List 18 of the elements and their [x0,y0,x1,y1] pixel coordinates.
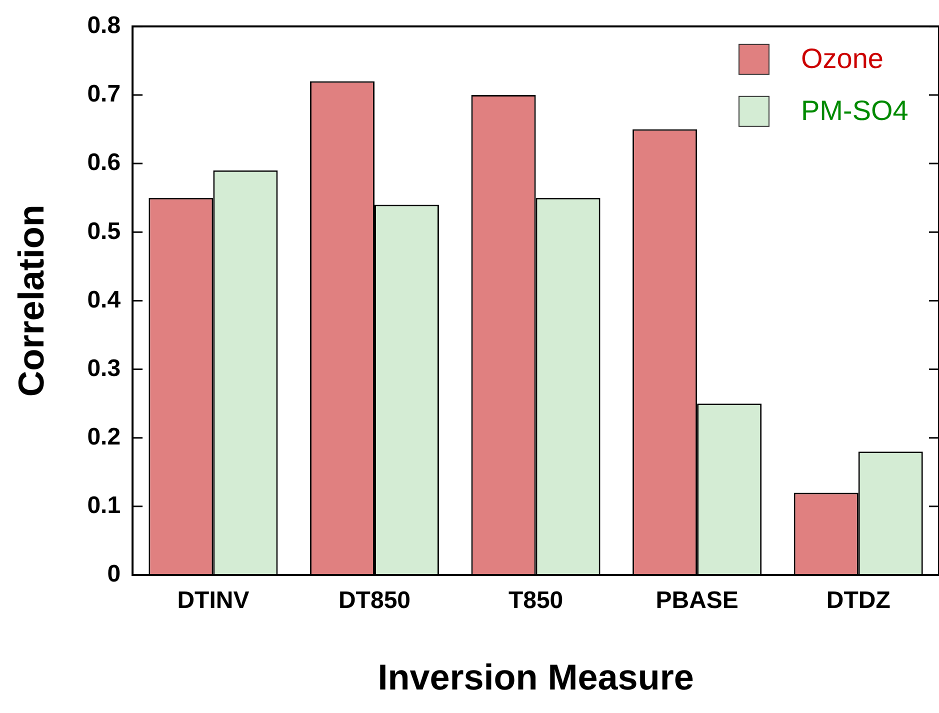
x-tick-label: DT850 [338,587,411,614]
y-tick-label: 0.7 [87,80,121,108]
y-tick-label: 0.4 [87,286,122,314]
y-tick-label: 0.5 [87,218,121,245]
x-tick-label: T850 [508,587,564,614]
y-tick-label: 0.2 [87,423,121,450]
x-tick-label: PBASE [656,587,738,614]
y-axis-title: Correlation [10,204,52,397]
y-tick-label: 0.3 [87,354,121,382]
x-tick-label: DTINV [177,587,250,614]
y-tick-label: 0.8 [87,12,121,40]
y-tick-label: 0.6 [87,149,121,176]
legend-label: Ozone [801,43,884,74]
x-axis-title: Inversion Measure [378,656,694,698]
x-tick-label: DTDZ [826,587,890,614]
y-tick-label: 0.1 [87,492,121,520]
legend-label: PM-SO4 [801,95,908,126]
y-tick-label: 0 [107,560,121,588]
